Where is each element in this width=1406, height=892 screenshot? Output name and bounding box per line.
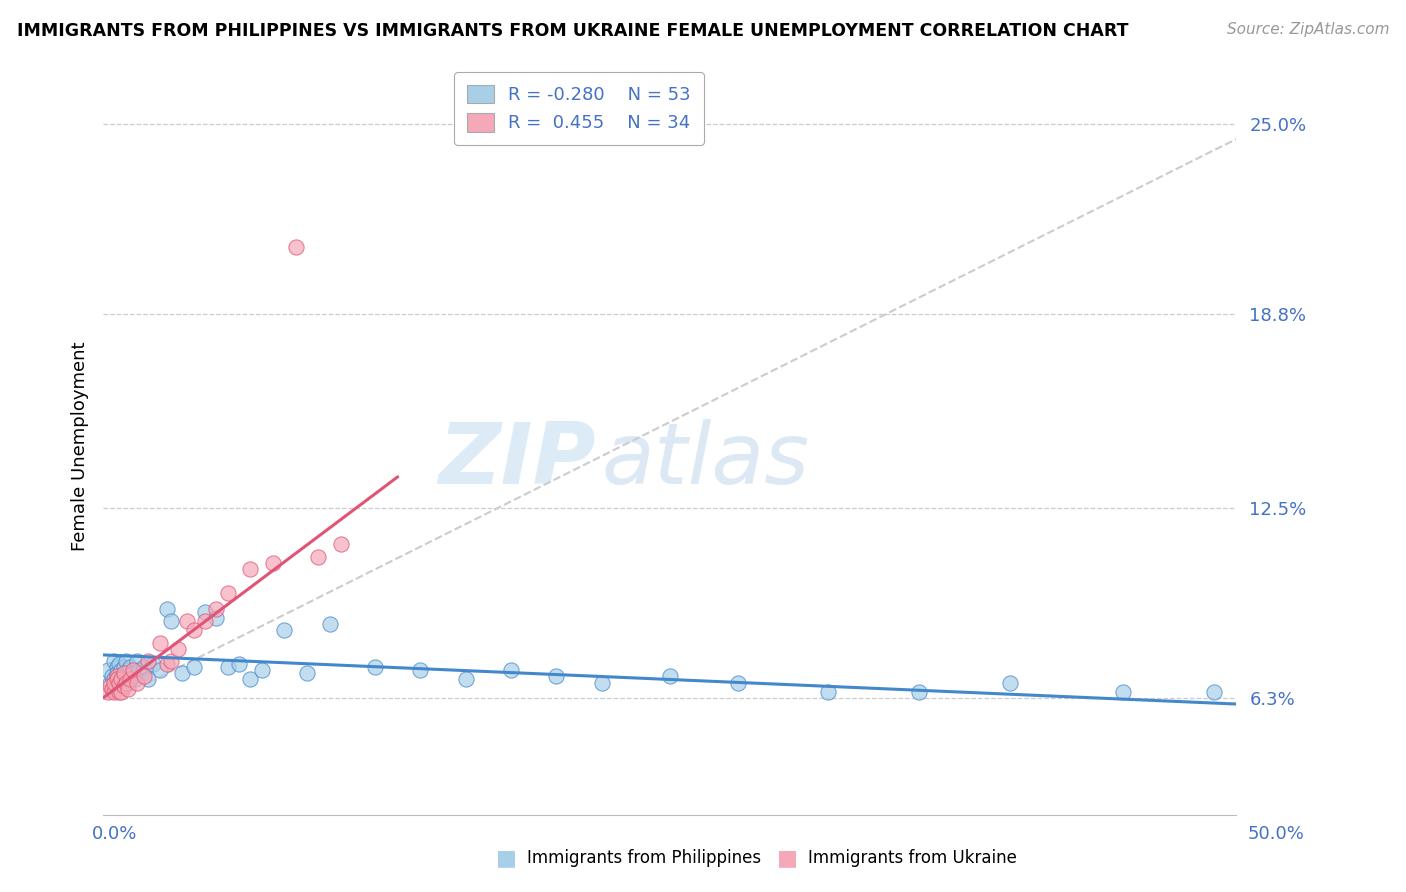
Point xyxy=(217,660,239,674)
Point xyxy=(228,657,250,672)
Point xyxy=(108,685,131,699)
Point xyxy=(194,605,217,619)
Point xyxy=(120,673,142,687)
Point xyxy=(239,562,262,576)
Point xyxy=(128,663,150,677)
Point xyxy=(499,663,522,677)
Point xyxy=(112,660,135,674)
Point xyxy=(112,679,135,693)
Point xyxy=(117,663,139,677)
Point xyxy=(194,614,217,628)
Point xyxy=(120,660,142,674)
Point xyxy=(110,675,132,690)
Point xyxy=(239,673,262,687)
Point xyxy=(124,673,146,687)
Point xyxy=(112,666,135,681)
Point xyxy=(138,673,160,687)
Text: Immigrants from Philippines: Immigrants from Philippines xyxy=(527,849,762,867)
Point xyxy=(998,675,1021,690)
Text: ZIP: ZIP xyxy=(439,419,596,502)
Point xyxy=(727,675,749,690)
Point xyxy=(142,657,165,672)
Point xyxy=(149,663,172,677)
Point xyxy=(98,679,121,693)
Point xyxy=(160,614,183,628)
Point xyxy=(108,675,131,690)
Point xyxy=(330,537,353,551)
Point xyxy=(103,673,125,687)
Point xyxy=(155,602,177,616)
Point xyxy=(110,663,132,677)
Point xyxy=(110,673,132,687)
Point xyxy=(97,685,120,699)
Text: Immigrants from Ukraine: Immigrants from Ukraine xyxy=(808,849,1018,867)
Point xyxy=(138,654,160,668)
Point xyxy=(108,669,131,683)
Text: ■: ■ xyxy=(496,848,516,868)
Point xyxy=(205,611,228,625)
Point xyxy=(117,675,139,690)
Point xyxy=(114,675,136,690)
Point xyxy=(273,624,295,638)
Point xyxy=(132,669,155,683)
Text: Source: ZipAtlas.com: Source: ZipAtlas.com xyxy=(1226,22,1389,37)
Point xyxy=(167,641,190,656)
Point xyxy=(1202,685,1225,699)
Point xyxy=(127,675,149,690)
Y-axis label: Female Unemployment: Female Unemployment xyxy=(72,342,89,551)
Point xyxy=(132,660,155,674)
Point xyxy=(101,681,124,696)
Point xyxy=(183,660,205,674)
Point xyxy=(114,654,136,668)
Point xyxy=(172,666,194,681)
Point xyxy=(110,685,132,699)
Point xyxy=(114,669,136,683)
Point xyxy=(250,663,273,677)
Point xyxy=(658,669,681,683)
Point xyxy=(546,669,568,683)
Point xyxy=(117,681,139,696)
Point xyxy=(1112,685,1135,699)
Point xyxy=(217,586,239,600)
Text: ■: ■ xyxy=(778,848,797,868)
Point xyxy=(103,654,125,668)
Point xyxy=(817,685,839,699)
Point xyxy=(908,685,931,699)
Point xyxy=(155,657,177,672)
Point xyxy=(160,654,183,668)
Point xyxy=(149,635,172,649)
Text: 50.0%: 50.0% xyxy=(1249,825,1305,843)
Point xyxy=(409,663,432,677)
Point xyxy=(176,614,198,628)
Point xyxy=(98,675,121,690)
Text: IMMIGRANTS FROM PHILIPPINES VS IMMIGRANTS FROM UKRAINE FEMALE UNEMPLOYMENT CORRE: IMMIGRANTS FROM PHILIPPINES VS IMMIGRANT… xyxy=(17,22,1129,40)
Point xyxy=(105,666,128,681)
Point xyxy=(105,673,128,687)
Point xyxy=(121,663,143,677)
Point xyxy=(103,685,125,699)
Point xyxy=(284,239,307,253)
Point xyxy=(454,673,477,687)
Point xyxy=(108,657,131,672)
Point xyxy=(591,675,613,690)
Point xyxy=(101,669,124,683)
Point xyxy=(295,666,318,681)
Point xyxy=(121,666,143,681)
Point xyxy=(319,617,342,632)
Point xyxy=(307,549,329,564)
Point xyxy=(112,673,135,687)
Point xyxy=(105,669,128,683)
Point xyxy=(183,624,205,638)
Point xyxy=(205,602,228,616)
Text: 0.0%: 0.0% xyxy=(91,825,136,843)
Point xyxy=(262,556,284,570)
Point xyxy=(103,675,125,690)
Point xyxy=(131,666,153,681)
Legend: R = -0.280    N = 53, R =  0.455    N = 34: R = -0.280 N = 53, R = 0.455 N = 34 xyxy=(454,72,704,145)
Point xyxy=(97,663,120,677)
Point xyxy=(127,654,149,668)
Text: atlas: atlas xyxy=(602,419,810,502)
Point xyxy=(364,660,387,674)
Point xyxy=(105,660,128,674)
